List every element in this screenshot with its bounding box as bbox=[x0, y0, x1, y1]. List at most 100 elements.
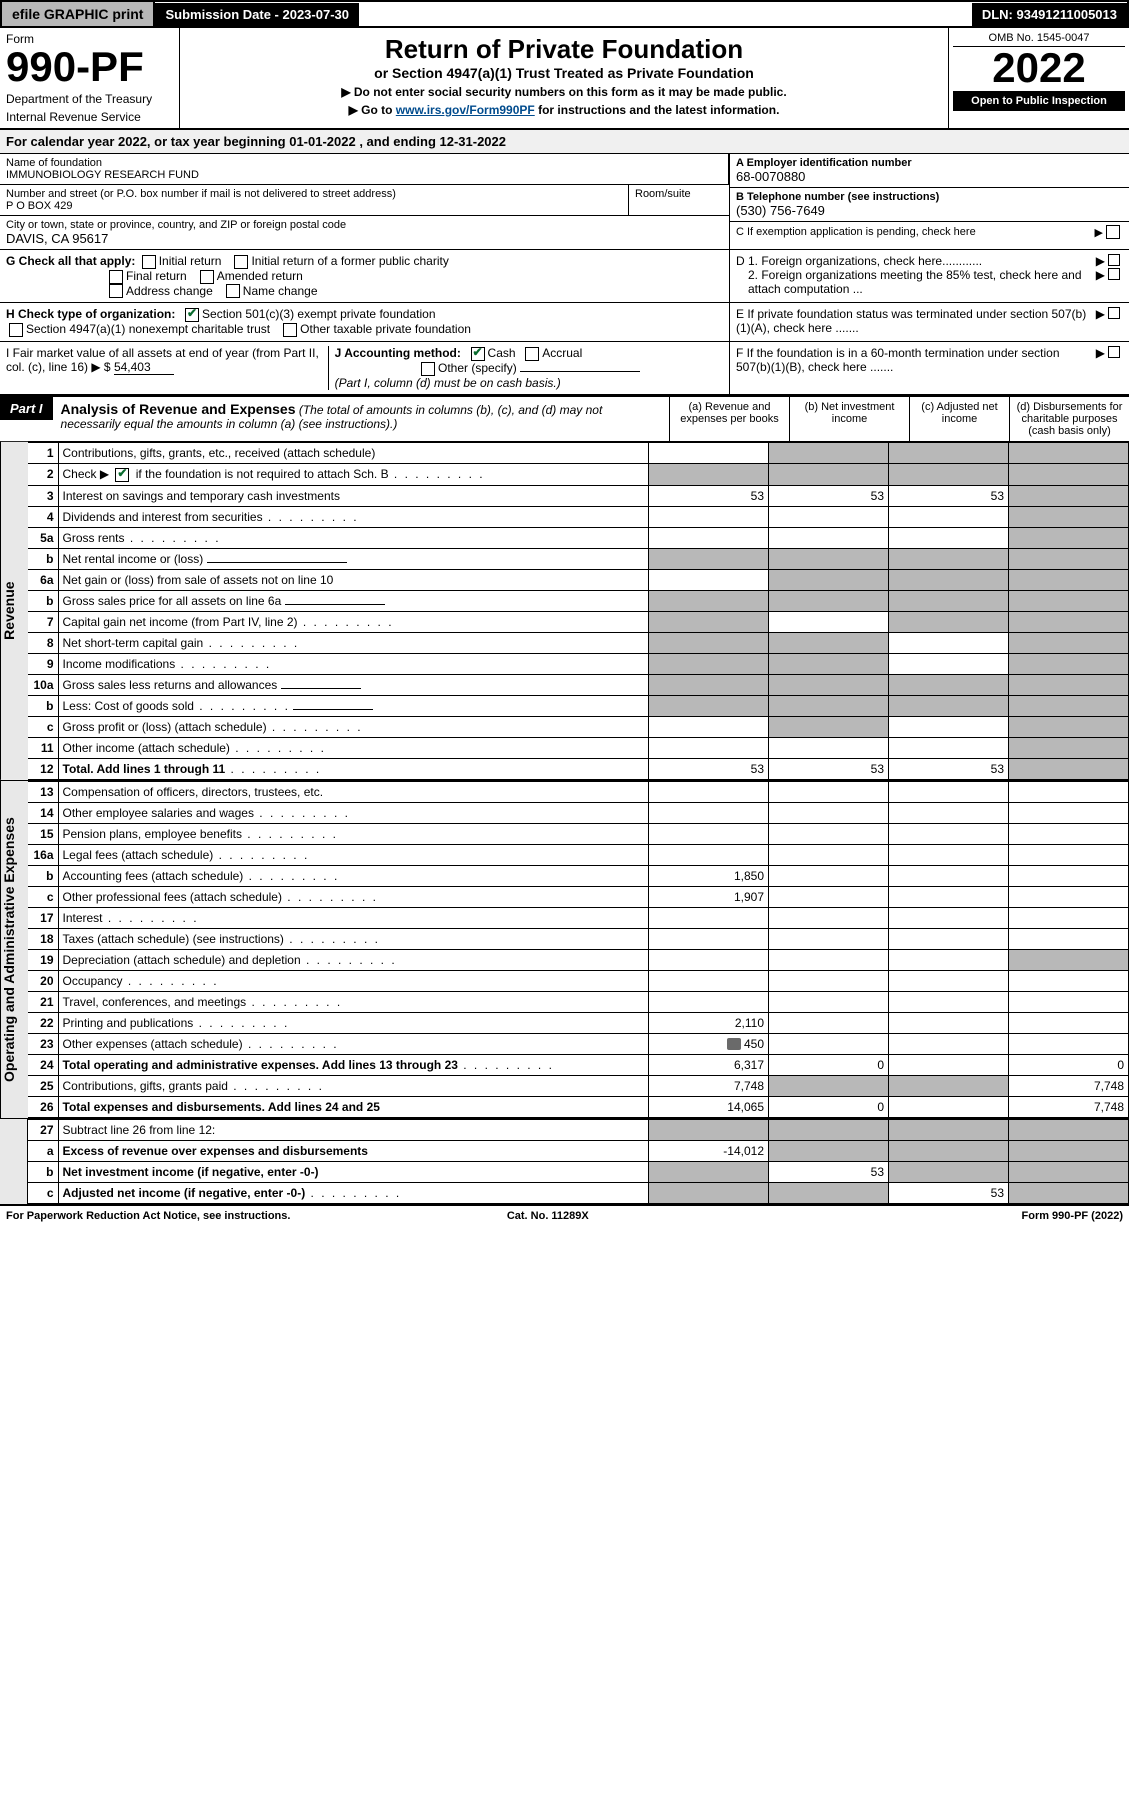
checkbox-f[interactable] bbox=[1108, 346, 1120, 358]
arrow-icon: ▶ bbox=[1095, 226, 1103, 239]
dln-label: DLN: 93491211005013 bbox=[972, 3, 1127, 26]
checkbox-name-change[interactable] bbox=[226, 284, 240, 298]
tel-value: (530) 756-7649 bbox=[736, 203, 1123, 218]
footer-catno: Cat. No. 11289X bbox=[507, 1210, 589, 1222]
name-cell: Name of foundation IMMUNOBIOLOGY RESEARC… bbox=[0, 154, 729, 184]
checkbox-d1[interactable] bbox=[1108, 254, 1120, 266]
city-value: DAVIS, CA 95617 bbox=[6, 231, 723, 246]
tel-cell: B Telephone number (see instructions) (5… bbox=[730, 188, 1129, 222]
checkbox-other-method[interactable] bbox=[421, 362, 435, 376]
e-section: E If private foundation status was termi… bbox=[729, 303, 1129, 341]
opt-other-method: Other (specify) bbox=[438, 361, 517, 375]
room-label: Room/suite bbox=[635, 188, 723, 200]
opt-addr-change: Address change bbox=[126, 284, 213, 298]
table-row: cGross profit or (loss) (attach schedule… bbox=[28, 716, 1129, 737]
note-goto: ▶ Go to www.irs.gov/Form990PF for instru… bbox=[186, 103, 942, 117]
expenses-table: 13Compensation of officers, directors, t… bbox=[28, 781, 1129, 1118]
table-row: bGross sales price for all assets on lin… bbox=[28, 590, 1129, 611]
foundation-name: IMMUNOBIOLOGY RESEARCH FUND bbox=[6, 169, 722, 181]
revenue-table: 1Contributions, gifts, grants, etc., rec… bbox=[28, 442, 1129, 780]
table-row: aExcess of revenue over expenses and dis… bbox=[28, 1140, 1129, 1161]
check-row-he: H Check type of organization: Section 50… bbox=[0, 303, 1129, 342]
ein-cell: A Employer identification number 68-0070… bbox=[730, 154, 1129, 188]
expenses-section: Operating and Administrative Expenses 13… bbox=[0, 781, 1129, 1119]
table-row: cAdjusted net income (if negative, enter… bbox=[28, 1182, 1129, 1203]
g-label: G Check all that apply: bbox=[6, 254, 135, 268]
part1-header: Part I Analysis of Revenue and Expenses … bbox=[0, 395, 1129, 442]
opt-amended: Amended return bbox=[217, 269, 303, 283]
table-row: 23Other expenses (attach schedule) 450 bbox=[28, 1033, 1129, 1054]
checkbox-initial-former[interactable] bbox=[234, 255, 248, 269]
header-center: Return of Private Foundation or Section … bbox=[180, 28, 949, 128]
table-row: 15Pension plans, employee benefits bbox=[28, 823, 1129, 844]
header-left: Form 990-PF Department of the Treasury I… bbox=[0, 28, 180, 128]
addr-cell: Number and street (or P.O. box number if… bbox=[0, 185, 629, 215]
header-right: OMB No. 1545-0047 2022 Open to Public In… bbox=[949, 28, 1129, 128]
table-row: 5aGross rents bbox=[28, 527, 1129, 548]
f-label: F If the foundation is in a 60-month ter… bbox=[736, 346, 1096, 390]
col-a-header: (a) Revenue and expenses per books bbox=[669, 397, 789, 441]
table-row: 20Occupancy bbox=[28, 970, 1129, 991]
attachment-icon[interactable] bbox=[727, 1038, 741, 1050]
checkbox-cash[interactable] bbox=[471, 347, 485, 361]
tax-year: 2022 bbox=[953, 47, 1125, 89]
line27-table: 27Subtract line 26 from line 12: aExcess… bbox=[28, 1119, 1129, 1204]
opt-final: Final return bbox=[126, 269, 187, 283]
h-label: H Check type of organization: bbox=[6, 307, 175, 321]
checkbox-amended[interactable] bbox=[200, 270, 214, 284]
table-row: 16aLegal fees (attach schedule) bbox=[28, 844, 1129, 865]
form-number: 990-PF bbox=[6, 46, 173, 88]
opt-4947: Section 4947(a)(1) nonexempt charitable … bbox=[26, 322, 270, 336]
table-row: 25Contributions, gifts, grants paid7,748… bbox=[28, 1075, 1129, 1096]
table-row: 11Other income (attach schedule) bbox=[28, 737, 1129, 758]
g-section: G Check all that apply: Initial return I… bbox=[0, 250, 729, 302]
h-section: H Check type of organization: Section 50… bbox=[0, 303, 729, 341]
table-row: bNet rental income or (loss) bbox=[28, 548, 1129, 569]
table-row: 26Total expenses and disbursements. Add … bbox=[28, 1096, 1129, 1117]
revenue-section: Revenue 1Contributions, gifts, grants, e… bbox=[0, 442, 1129, 781]
check-row-gd: G Check all that apply: Initial return I… bbox=[0, 250, 1129, 303]
checkbox-final[interactable] bbox=[109, 270, 123, 284]
table-row: 13Compensation of officers, directors, t… bbox=[28, 781, 1129, 802]
checkbox-c[interactable] bbox=[1106, 225, 1120, 239]
checkbox-e[interactable] bbox=[1108, 307, 1120, 319]
addr-value: P O BOX 429 bbox=[6, 200, 622, 212]
fmv-value: 54,403 bbox=[114, 360, 174, 375]
part1-title: Analysis of Revenue and Expenses bbox=[61, 401, 296, 417]
table-row: 17Interest bbox=[28, 907, 1129, 928]
table-row: 9Income modifications bbox=[28, 653, 1129, 674]
line27-section: 27Subtract line 26 from line 12: aExcess… bbox=[0, 1119, 1129, 1205]
checkbox-501c3[interactable] bbox=[185, 308, 199, 322]
table-row: 27Subtract line 26 from line 12: bbox=[28, 1119, 1129, 1140]
top-bar: efile GRAPHIC print Submission Date - 20… bbox=[0, 0, 1129, 28]
page-footer: For Paperwork Reduction Act Notice, see … bbox=[0, 1205, 1129, 1226]
table-row: 14Other employee salaries and wages bbox=[28, 802, 1129, 823]
city-cell: City or town, state or province, country… bbox=[0, 216, 729, 249]
checkbox-other-taxable[interactable] bbox=[283, 323, 297, 337]
checkbox-4947[interactable] bbox=[9, 323, 23, 337]
col-d-header: (d) Disbursements for charitable purpose… bbox=[1009, 397, 1129, 441]
irs-link[interactable]: www.irs.gov/Form990PF bbox=[396, 103, 535, 117]
table-row: 10aGross sales less returns and allowanc… bbox=[28, 674, 1129, 695]
checkbox-accrual[interactable] bbox=[525, 347, 539, 361]
part1-title-block: Analysis of Revenue and Expenses (The to… bbox=[53, 397, 669, 435]
efile-print-button[interactable]: efile GRAPHIC print bbox=[2, 2, 155, 26]
c-label: C If exemption application is pending, c… bbox=[736, 226, 976, 238]
checkbox-initial-return[interactable] bbox=[142, 255, 156, 269]
col-c-header: (c) Adjusted net income bbox=[909, 397, 1009, 441]
submission-date: Submission Date - 2023-07-30 bbox=[155, 3, 359, 26]
table-row: 8Net short-term capital gain bbox=[28, 632, 1129, 653]
table-row: cOther professional fees (attach schedul… bbox=[28, 886, 1129, 907]
opt-name-change: Name change bbox=[243, 284, 318, 298]
ein-label: A Employer identification number bbox=[736, 157, 912, 169]
d-section: D 1. Foreign organizations, check here..… bbox=[729, 250, 1129, 302]
checkbox-d2[interactable] bbox=[1108, 268, 1120, 280]
dept-irs: Internal Revenue Service bbox=[6, 110, 173, 124]
check-row-ijf: I Fair market value of all assets at end… bbox=[0, 342, 1129, 395]
table-row: 22Printing and publications2,110 bbox=[28, 1012, 1129, 1033]
table-row: 3Interest on savings and temporary cash … bbox=[28, 485, 1129, 506]
addr-label: Number and street (or P.O. box number if… bbox=[6, 188, 622, 200]
open-public: Open to Public Inspection bbox=[953, 91, 1125, 111]
checkbox-schb[interactable] bbox=[115, 468, 129, 482]
checkbox-address-change[interactable] bbox=[109, 284, 123, 298]
